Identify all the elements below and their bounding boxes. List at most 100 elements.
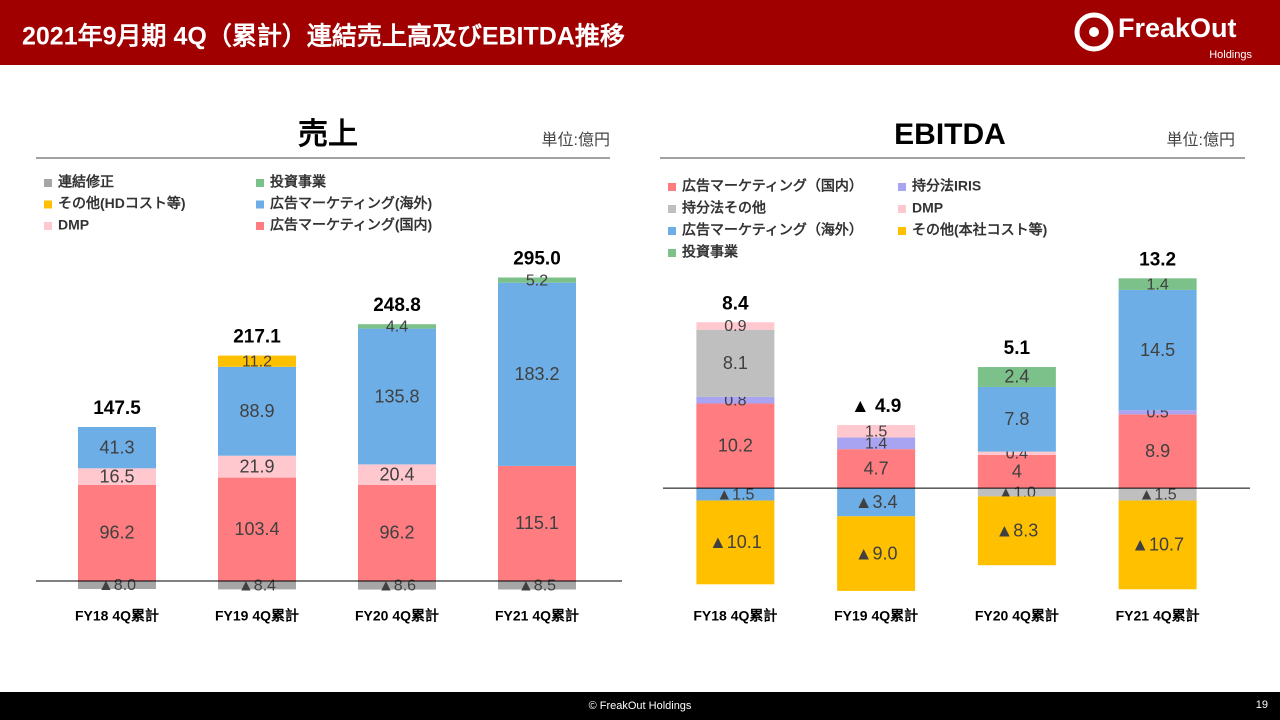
bar-segment xyxy=(1118,414,1197,489)
data-label: 96.2 xyxy=(99,523,134,543)
data-label: 135.8 xyxy=(374,386,419,406)
bar-segment xyxy=(837,488,916,517)
data-label: ▲1.5 xyxy=(1139,487,1177,504)
bar-segment xyxy=(977,367,1056,387)
data-label: 11.2 xyxy=(242,353,272,370)
bar-segment xyxy=(498,581,576,590)
bar-segment xyxy=(358,484,436,581)
x-tick-label: FY20 4Q累計 xyxy=(975,608,1059,624)
chart-title: EBITDA xyxy=(894,118,1006,151)
data-label: ▲10.7 xyxy=(1131,535,1184,555)
legend-swatch xyxy=(668,183,676,191)
bar-segment xyxy=(837,437,916,450)
data-label: ▲10.1 xyxy=(709,532,762,552)
total-label: 13.2 xyxy=(1139,249,1176,270)
bar-segment xyxy=(837,425,916,438)
legend-swatch xyxy=(256,200,264,209)
bar-segment xyxy=(696,322,775,330)
data-label: 14.5 xyxy=(1140,340,1175,360)
legend-swatch xyxy=(44,179,52,187)
data-label: 4.4 xyxy=(386,319,408,336)
data-label: 183.2 xyxy=(514,364,559,384)
data-label: 16.5 xyxy=(99,466,134,486)
data-label: 115.1 xyxy=(515,513,559,533)
legend-swatch xyxy=(44,222,52,230)
slide-title: 2021年9月期 4Q（累計）連結売上高及びEBITDA推移 xyxy=(22,22,625,51)
bar-segment xyxy=(498,282,576,466)
legend-label: 投資事業 xyxy=(682,244,739,260)
data-label: 8.1 xyxy=(723,353,748,373)
chart-title: 売上 xyxy=(298,118,358,151)
data-label: 8.9 xyxy=(1145,441,1170,461)
page-number: 19 xyxy=(1256,699,1268,711)
bar-segment xyxy=(977,488,1056,497)
data-label: 0.9 xyxy=(724,318,746,335)
bar-segment xyxy=(1118,410,1197,415)
total-label: 248.8 xyxy=(373,295,421,316)
logo: FreakOut Holdings xyxy=(1074,12,1252,61)
bar-segment xyxy=(358,581,436,590)
unit-label: 単位:億円 xyxy=(542,131,610,149)
total-label: 5.1 xyxy=(1004,338,1031,359)
legend-swatch xyxy=(898,205,906,213)
legend-swatch xyxy=(898,227,906,235)
data-label: 21.9 xyxy=(239,456,274,476)
bar-segment xyxy=(358,464,436,485)
legend-label: 広告マーケティング(国内) xyxy=(270,217,432,233)
total-label: 8.4 xyxy=(722,293,749,314)
x-tick-label: FY18 4Q累計 xyxy=(75,608,159,624)
legend-label: 持分法IRIS xyxy=(912,178,981,194)
legend-swatch xyxy=(256,222,264,230)
data-label: ▲9.0 xyxy=(855,543,898,563)
bar-segment xyxy=(696,488,775,501)
bar-segment xyxy=(837,449,916,489)
unit-label: 単位:億円 xyxy=(1167,131,1235,149)
legend-label: 広告マーケティング（国内） xyxy=(682,178,863,194)
x-tick-label: FY19 4Q累計 xyxy=(215,608,299,624)
legend-swatch xyxy=(668,249,676,257)
bar-segment xyxy=(977,451,1056,455)
data-label: 20.4 xyxy=(379,464,414,484)
total-label: 295.0 xyxy=(513,249,561,270)
bar-segment xyxy=(78,581,156,589)
data-label: 41.3 xyxy=(99,437,134,457)
footer-band xyxy=(0,692,1280,720)
logo-text: FreakOut xyxy=(1118,13,1237,43)
data-label: ▲8.3 xyxy=(995,521,1038,541)
bar-segment xyxy=(498,465,576,581)
bar-segment xyxy=(218,477,296,581)
data-label: 7.8 xyxy=(1004,409,1029,429)
data-label: 10.2 xyxy=(718,436,753,456)
legend-label: その他(HDコスト等) xyxy=(58,195,186,211)
bar-segment xyxy=(218,455,296,478)
logo-dot xyxy=(1089,27,1099,37)
data-label: 1.5 xyxy=(865,424,887,441)
legend-swatch xyxy=(44,200,52,209)
copyright: © FreakOut Holdings xyxy=(589,700,692,712)
data-label: ▲8.5 xyxy=(518,577,556,594)
bar-segment xyxy=(218,581,296,590)
total-label: ▲ 4.9 xyxy=(851,396,902,417)
bar-segment xyxy=(498,277,576,283)
legend-label: 連結修正 xyxy=(58,174,114,190)
legend-label: 広告マーケティング(海外) xyxy=(270,195,432,211)
data-label: 2.4 xyxy=(1004,367,1029,387)
x-tick-label: FY19 4Q累計 xyxy=(834,608,918,624)
data-label: 4.7 xyxy=(864,458,889,478)
legend-label: 持分法その他 xyxy=(682,200,766,216)
data-label: 5.2 xyxy=(526,272,548,289)
bar-segment xyxy=(977,454,1056,489)
bar-segment xyxy=(1118,278,1197,290)
x-tick-label: FY21 4Q累計 xyxy=(495,608,579,624)
data-label: 88.9 xyxy=(239,401,274,421)
logo-mark xyxy=(1074,12,1114,52)
bar-segment xyxy=(977,386,1056,452)
bar-segment xyxy=(1118,289,1197,411)
data-label: ▲8.0 xyxy=(98,577,136,594)
total-label: 147.5 xyxy=(93,398,141,419)
legend-swatch xyxy=(256,179,264,187)
data-label: ▲3.4 xyxy=(855,492,898,512)
bar-segment xyxy=(696,500,775,585)
data-label: 1.4 xyxy=(1147,276,1169,293)
